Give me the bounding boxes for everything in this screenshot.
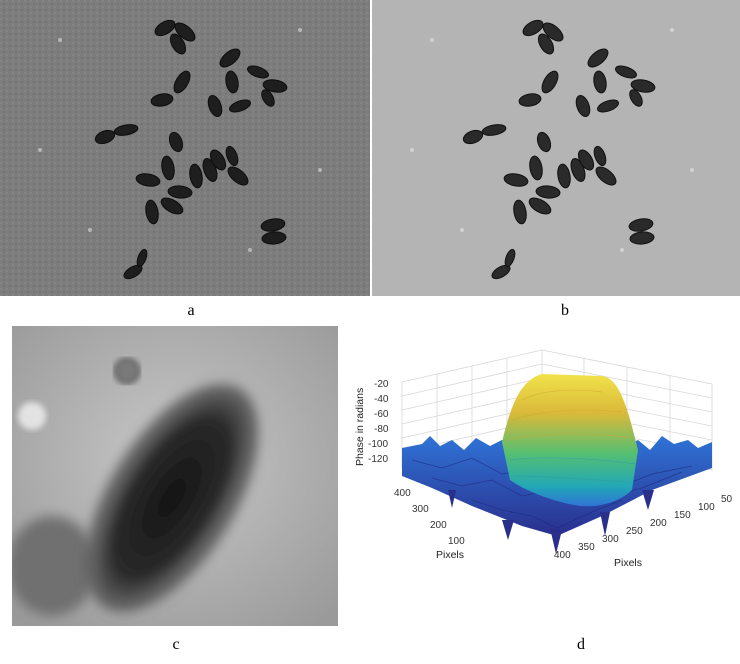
- panel-label-a: a: [187, 302, 195, 319]
- z-tick-1: -20: [374, 379, 389, 390]
- x-tick-7: 100: [698, 502, 715, 513]
- x-tick-4: 250: [626, 526, 643, 537]
- y-tick-1: 400: [394, 488, 411, 499]
- panel-label-b: b: [561, 302, 569, 319]
- x-tick-5: 200: [650, 518, 667, 529]
- z-axis-label: Phase in radians: [354, 388, 366, 466]
- x-tick-3: 300: [602, 534, 619, 545]
- phase-surface-plot-d: -20 -40 -60 -80 -100 -120 Phase in radia…: [352, 340, 740, 600]
- panel-label-c: c: [172, 636, 180, 653]
- z-tick-2: -40: [374, 394, 389, 405]
- x-axis-label: Pixels: [614, 557, 642, 569]
- microscopy-image-a: [0, 0, 370, 296]
- z-tick-5: -100: [368, 439, 388, 450]
- y-tick-3: 200: [430, 520, 447, 531]
- microscopy-image-b: [372, 0, 740, 296]
- panel-label-d: d: [577, 636, 585, 653]
- x-tick-1: 400: [554, 550, 571, 561]
- microscopy-closeup-c: [12, 326, 338, 626]
- y-axis-label: Pixels: [436, 549, 464, 561]
- x-tick-8: 50: [721, 494, 733, 505]
- z-tick-6: -120: [368, 454, 388, 465]
- y-tick-4: 100: [448, 536, 465, 547]
- x-tick-2: 350: [578, 542, 595, 553]
- x-tick-6: 150: [674, 510, 691, 521]
- z-tick-4: -80: [374, 424, 389, 435]
- y-tick-2: 300: [412, 504, 429, 515]
- z-tick-3: -60: [374, 409, 389, 420]
